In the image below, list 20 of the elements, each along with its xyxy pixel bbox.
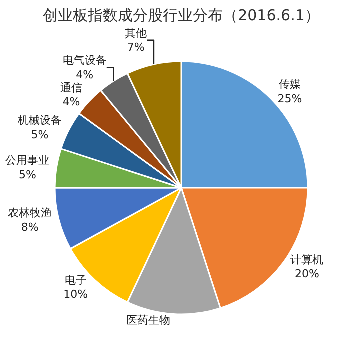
data-label: 4% [76, 68, 94, 82]
slice-label: 计算机 [290, 253, 324, 266]
data-label: 4% [62, 96, 80, 109]
slice-label: 电子 [64, 274, 87, 287]
slice-label: 医药生物 [126, 314, 170, 328]
data-label: 5% [31, 128, 49, 142]
slice-label: 农林牧渔 [8, 206, 52, 220]
slice-label: 公用事业 [6, 154, 50, 168]
slice-label: 机械设备 [18, 114, 62, 128]
slice-label: 其他 [125, 26, 148, 40]
data-label: 10% [64, 288, 88, 302]
data-label: 5% [19, 168, 36, 182]
slice-label: 通信 [60, 81, 82, 94]
data-label: 8% [21, 220, 39, 234]
data-label: 25% [278, 92, 302, 106]
chart-title: 创业板指数成分股行业分布（2016.6.1） [43, 6, 320, 25]
data-label: 20% [294, 268, 320, 281]
data-label: 7% [127, 41, 145, 54]
slice-label: 电气设备 [62, 54, 107, 68]
slice-label: 传媒 [279, 78, 301, 92]
